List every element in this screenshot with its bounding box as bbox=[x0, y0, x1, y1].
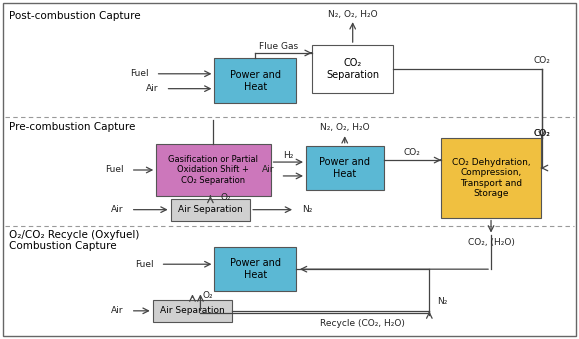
Bar bbox=[214, 247, 296, 292]
Text: Fuel: Fuel bbox=[130, 69, 149, 78]
Bar bbox=[306, 146, 383, 190]
Text: CO₂: CO₂ bbox=[533, 129, 550, 138]
Text: H₂: H₂ bbox=[283, 151, 294, 160]
Text: O₂: O₂ bbox=[221, 193, 231, 202]
Text: Air: Air bbox=[111, 306, 124, 315]
Text: Power and
Heat: Power and Heat bbox=[230, 258, 281, 280]
Text: O₂/CO₂ Recycle (Oxyfuel)
Combustion Capture: O₂/CO₂ Recycle (Oxyfuel) Combustion Capt… bbox=[9, 230, 140, 251]
Text: Fuel: Fuel bbox=[135, 260, 153, 269]
Text: Power and
Heat: Power and Heat bbox=[230, 70, 281, 92]
Bar bbox=[156, 144, 270, 196]
Text: Recycle (CO₂, H₂O): Recycle (CO₂, H₂O) bbox=[320, 319, 405, 328]
Text: CO₂ Dehydration,
Compression,
Transport and
Storage: CO₂ Dehydration, Compression, Transport … bbox=[452, 158, 530, 198]
Text: Post-combustion Capture: Post-combustion Capture bbox=[9, 11, 141, 21]
Text: Air Separation: Air Separation bbox=[160, 306, 225, 315]
Bar bbox=[312, 45, 394, 93]
Text: CO₂: CO₂ bbox=[533, 129, 550, 138]
Text: Fuel: Fuel bbox=[105, 165, 124, 175]
Bar bbox=[153, 300, 232, 322]
Text: Gasification or Partial
Oxidation Shift +
CO₂ Separation: Gasification or Partial Oxidation Shift … bbox=[168, 155, 258, 185]
Text: N₂, O₂, H₂O: N₂, O₂, H₂O bbox=[320, 123, 369, 132]
Text: CO₂: CO₂ bbox=[533, 56, 550, 65]
Text: Air: Air bbox=[262, 164, 274, 174]
Bar bbox=[441, 138, 541, 218]
Text: CO₂, (H₂O): CO₂, (H₂O) bbox=[468, 238, 515, 247]
Text: N₂: N₂ bbox=[302, 205, 312, 214]
Text: Pre-combustion Capture: Pre-combustion Capture bbox=[9, 122, 135, 133]
Text: CO₂
Separation: CO₂ Separation bbox=[326, 58, 379, 80]
Text: CO₂: CO₂ bbox=[404, 148, 421, 157]
Text: Air Separation: Air Separation bbox=[178, 205, 243, 214]
Text: Flue Gas: Flue Gas bbox=[259, 41, 298, 51]
Bar bbox=[214, 58, 296, 103]
Text: N₂: N₂ bbox=[437, 297, 448, 306]
Text: Air: Air bbox=[111, 205, 124, 214]
Bar bbox=[171, 199, 250, 221]
Text: Air: Air bbox=[146, 84, 159, 93]
Text: O₂: O₂ bbox=[203, 291, 213, 300]
Text: Power and
Heat: Power and Heat bbox=[319, 157, 370, 179]
Text: N₂, O₂, H₂O: N₂, O₂, H₂O bbox=[328, 10, 378, 19]
